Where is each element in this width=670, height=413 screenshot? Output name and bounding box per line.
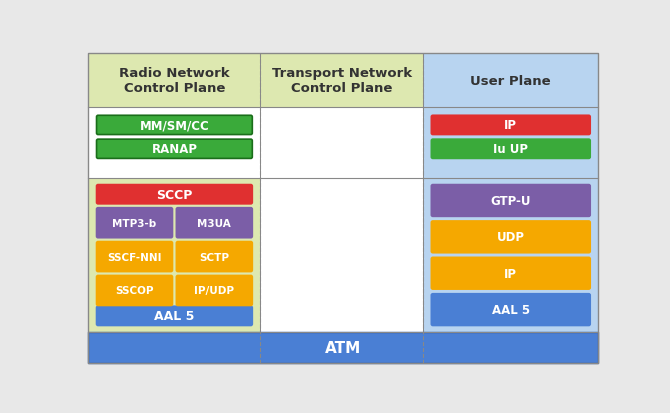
Text: SCTP: SCTP bbox=[200, 252, 229, 262]
FancyBboxPatch shape bbox=[96, 185, 253, 204]
FancyBboxPatch shape bbox=[431, 221, 590, 253]
Text: SSCF-NNI: SSCF-NNI bbox=[107, 252, 161, 262]
FancyBboxPatch shape bbox=[96, 306, 253, 326]
FancyBboxPatch shape bbox=[431, 140, 590, 159]
Bar bbox=[88, 108, 261, 178]
Text: RANAP: RANAP bbox=[151, 143, 198, 156]
FancyBboxPatch shape bbox=[96, 140, 253, 159]
FancyBboxPatch shape bbox=[431, 294, 590, 326]
Bar bbox=[261, 108, 423, 178]
FancyBboxPatch shape bbox=[176, 276, 253, 306]
FancyBboxPatch shape bbox=[176, 242, 253, 272]
Text: SSCOP: SSCOP bbox=[115, 286, 153, 296]
Text: SCCP: SCCP bbox=[156, 188, 192, 201]
FancyBboxPatch shape bbox=[96, 116, 253, 135]
Text: Radio Network
Control Plane: Radio Network Control Plane bbox=[119, 67, 230, 95]
FancyBboxPatch shape bbox=[96, 208, 172, 238]
Text: ATM: ATM bbox=[325, 340, 362, 355]
FancyBboxPatch shape bbox=[431, 185, 590, 217]
Bar bbox=[423, 178, 598, 332]
Text: IP: IP bbox=[505, 267, 517, 280]
Bar bbox=[88, 54, 261, 108]
Text: M3UA: M3UA bbox=[198, 218, 231, 228]
Bar bbox=[88, 178, 261, 332]
Text: UDP: UDP bbox=[496, 231, 525, 244]
Text: Transport Network
Control Plane: Transport Network Control Plane bbox=[272, 67, 412, 95]
Text: AAL 5: AAL 5 bbox=[492, 304, 530, 316]
Text: MTP3-b: MTP3-b bbox=[113, 218, 157, 228]
Bar bbox=[423, 54, 598, 108]
Text: IP/UDP: IP/UDP bbox=[194, 286, 234, 296]
FancyBboxPatch shape bbox=[96, 242, 172, 272]
Text: GTP-U: GTP-U bbox=[490, 195, 531, 207]
Text: AAL 5: AAL 5 bbox=[154, 310, 194, 323]
FancyBboxPatch shape bbox=[96, 276, 172, 306]
Text: Iu UP: Iu UP bbox=[493, 143, 528, 156]
Bar bbox=[261, 178, 423, 332]
Bar bbox=[423, 108, 598, 178]
Text: User Plane: User Plane bbox=[470, 75, 551, 88]
FancyBboxPatch shape bbox=[431, 258, 590, 290]
Text: IP: IP bbox=[505, 119, 517, 132]
Bar bbox=[88, 332, 598, 363]
FancyBboxPatch shape bbox=[431, 116, 590, 135]
Bar bbox=[261, 54, 423, 108]
Text: MM/SM/CC: MM/SM/CC bbox=[139, 119, 209, 132]
FancyBboxPatch shape bbox=[176, 208, 253, 238]
